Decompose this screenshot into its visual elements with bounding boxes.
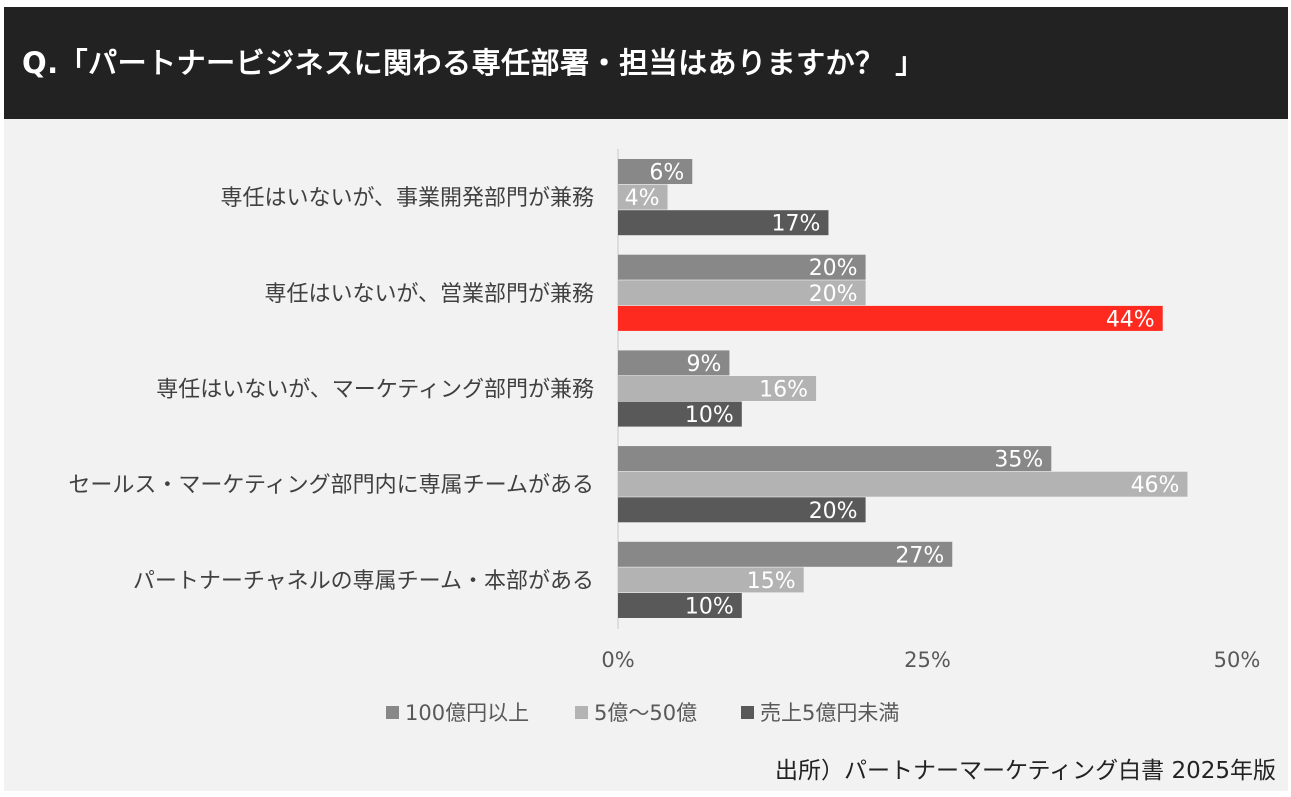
header-bar: Q.「パートナービジネスに関わる専任部署・担当はありますか？ 」	[4, 7, 1288, 119]
bar	[618, 159, 693, 184]
data-label: 4%	[625, 186, 660, 211]
legend-swatch	[386, 706, 399, 719]
bar	[618, 350, 730, 376]
data-label: 15%	[747, 569, 796, 594]
bar	[618, 593, 742, 618]
data-label: 27%	[895, 543, 944, 568]
bar	[618, 305, 1163, 331]
category-label: 専任はいないが、マーケティング部門が兼務	[156, 378, 594, 403]
bar	[618, 280, 866, 306]
chart-panel: Q.「パートナービジネスに関わる専任部署・担当はありますか？ 」 専任はいないが…	[4, 7, 1288, 791]
legend-swatch	[741, 706, 754, 719]
data-label: 20%	[809, 499, 858, 524]
source-note: 出所）パートナーマーケティング白書 2025年版	[774, 758, 1276, 784]
data-label: 20%	[809, 256, 858, 281]
data-label: 35%	[994, 448, 1043, 473]
data-label: 16%	[759, 378, 808, 403]
data-label: 10%	[685, 595, 734, 620]
data-label: 6%	[649, 161, 684, 186]
legend-label: 5億〜50億	[594, 701, 697, 725]
bar	[618, 497, 866, 523]
category-label: 専任はいないが、事業開発部門が兼務	[220, 186, 594, 211]
data-label: 20%	[809, 282, 858, 307]
x-tick-label: 0%	[601, 648, 634, 672]
bar	[618, 376, 817, 401]
bar	[618, 567, 804, 593]
category-label: 専任はいないが、営業部門が兼務	[264, 282, 594, 307]
bar	[618, 184, 668, 210]
bar	[618, 471, 1188, 497]
bar	[618, 446, 1052, 472]
bar	[618, 254, 866, 280]
data-label: 9%	[687, 352, 722, 377]
x-tick-label: 25%	[904, 648, 951, 672]
bar	[618, 401, 742, 427]
bar	[618, 541, 953, 567]
data-label: 17%	[772, 212, 821, 237]
data-label: 10%	[685, 403, 734, 428]
page-title: Q.「パートナービジネスに関わる専任部署・担当はありますか？ 」	[22, 46, 925, 80]
bar-chart: 専任はいないが、事業開発部門が兼務 6%4% 17% 専任はいないが、営業部門が兼務 2…	[68, 149, 1261, 725]
data-label: 44%	[1106, 307, 1155, 332]
legend-label: 売上5億円未満	[760, 701, 899, 725]
bar	[618, 210, 829, 236]
category-label: パートナーチャネルの専属チーム・本部がある	[133, 569, 594, 594]
x-tick-label: 50%	[1214, 648, 1261, 672]
legend-label: 100億円以上	[405, 701, 529, 725]
category-label: セールス・マーケティング部門内に専属チームがある	[68, 473, 594, 498]
data-label: 46%	[1131, 473, 1180, 498]
legend-swatch	[575, 706, 588, 719]
